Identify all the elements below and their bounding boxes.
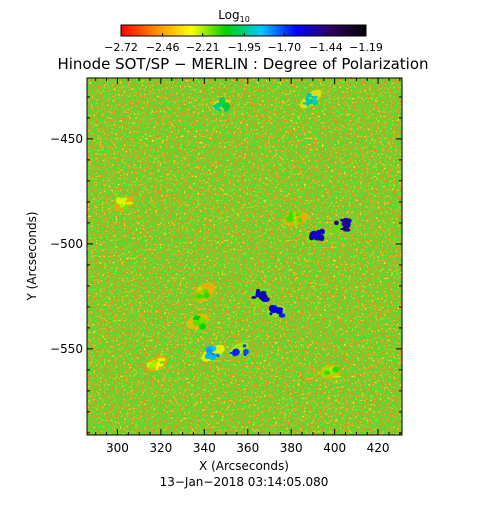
polarization-feature <box>197 294 205 299</box>
polarization-feature <box>292 212 297 216</box>
polarization-feature <box>243 348 249 355</box>
colorbar-tick-label: −2.46 <box>146 41 180 54</box>
x-tick-label: 300 <box>106 441 129 455</box>
x-tick-label: 400 <box>323 441 346 455</box>
polarization-feature <box>151 359 157 365</box>
polarization-feature <box>197 286 202 291</box>
polarization-feature <box>204 353 211 359</box>
polarization-feature <box>199 323 206 330</box>
observation-date: 13−Jan−2018 03:14:05.080 <box>160 475 329 489</box>
polarization-feature <box>116 197 124 205</box>
polarization-feature <box>293 219 297 226</box>
polarization-feature <box>271 307 277 314</box>
polarization-feature <box>297 217 303 223</box>
polarization-feature <box>242 344 247 348</box>
polarization-feature <box>212 104 221 109</box>
polarization-feature <box>278 313 286 318</box>
heatmap-features <box>113 89 354 380</box>
y-axis: −450 −500 −550 <box>50 96 402 434</box>
polarization-feature <box>125 201 134 205</box>
colorbar-tick-label: −2.21 <box>186 41 220 54</box>
polarization-feature <box>209 355 217 361</box>
plot-area <box>87 78 402 435</box>
chart-title: Hinode SOT/SP − MERLIN : Degree of Polar… <box>57 55 428 73</box>
polarization-feature <box>203 292 210 299</box>
polarization-feature <box>149 363 154 370</box>
polarization-feature <box>285 215 295 223</box>
colorbar <box>120 24 367 37</box>
polarization-feature <box>214 107 219 111</box>
colorbar-tick-label: −1.19 <box>349 41 383 54</box>
polarization-feature <box>192 317 200 321</box>
polarization-feature <box>269 312 273 316</box>
polarization-feature <box>232 348 240 356</box>
polarization-feature <box>221 102 231 110</box>
polarization-feature <box>341 221 350 227</box>
x-tick-label: 320 <box>149 441 172 455</box>
polarization-feature <box>334 220 339 226</box>
polarization-feature <box>201 319 208 322</box>
polarization-feature <box>258 292 263 300</box>
polarization-feature <box>308 234 315 241</box>
polarization-feature <box>122 197 128 202</box>
y-axis-label: Y (Arcseconds) <box>25 211 39 301</box>
x-axis: 300 320 340 360 380 400 420 <box>95 78 401 455</box>
polarization-feature <box>255 292 260 298</box>
polarization-feature <box>302 102 307 105</box>
polarization-feature <box>332 375 342 378</box>
x-tick-label: 420 <box>367 441 390 455</box>
colorbar-tick-label: −2.72 <box>104 41 138 54</box>
polarization-feature <box>205 346 213 354</box>
polarization-feature <box>306 92 312 98</box>
polarization-feature <box>192 319 202 327</box>
colorbar-label: Log10 <box>218 8 250 24</box>
colorbar-tick-label: −1.95 <box>227 41 261 54</box>
x-tick-label: 380 <box>280 441 303 455</box>
polarization-feature <box>323 370 331 376</box>
polarization-feature <box>313 96 317 103</box>
colorbar-tick-label: −1.44 <box>309 41 343 54</box>
polarization-feature <box>332 366 340 373</box>
plot-frame <box>86 77 403 436</box>
colorbar-label-subscript: 10 <box>240 15 250 24</box>
x-tick-label: 360 <box>236 441 259 455</box>
colorbar-tick-label: −1.70 <box>267 41 301 54</box>
polarization-feature <box>319 228 326 235</box>
polarization-feature <box>215 354 220 358</box>
x-tick-label: 340 <box>193 441 216 455</box>
colorbar-ticks: −2.72 −2.46 −2.21 −1.95 −1.70 −1.44 −1.19 <box>104 33 383 54</box>
polarization-feature <box>157 357 166 362</box>
heatmap-texture-green <box>87 78 402 435</box>
y-tick-label: −500 <box>50 237 83 251</box>
y-tick-label: −450 <box>50 132 83 146</box>
polarization-feature <box>159 360 165 364</box>
polarization-feature <box>314 237 322 241</box>
polarization-feature <box>251 296 257 299</box>
polarization-feature <box>218 97 226 105</box>
polarization-feature <box>297 211 302 216</box>
polarization-feature <box>342 225 349 232</box>
polarization-feature <box>202 289 209 294</box>
y-tick-label: −550 <box>50 342 83 356</box>
polarization-feature <box>155 364 159 371</box>
x-axis-label: X (Arcseconds) <box>199 459 289 473</box>
polarization-feature <box>123 204 128 211</box>
polarization-feature <box>347 218 352 224</box>
